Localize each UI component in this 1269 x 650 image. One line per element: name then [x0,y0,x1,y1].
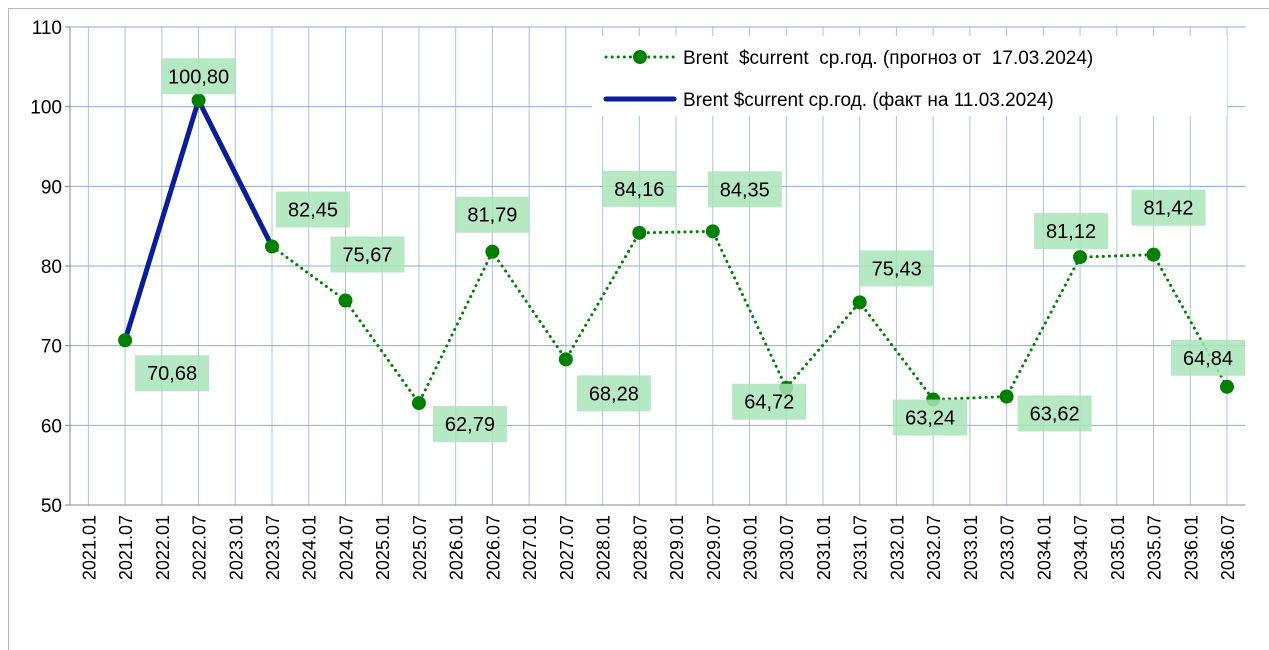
legend-marker [633,50,647,64]
marker [999,389,1014,404]
data-label-box [1017,395,1092,432]
y-tick-label: 60 [41,416,62,437]
x-tick-label: 2028.01 [594,515,614,580]
y-tick-label: 80 [41,257,62,278]
data-label-box [859,250,934,287]
data-label-box [330,236,405,273]
x-tick-label: 2028.07 [630,515,650,580]
marker [411,396,426,411]
data-label-box [1034,213,1109,250]
marker [191,93,206,108]
data-label: 84,35 [720,179,770,201]
marker [485,244,500,259]
x-tick-label: 2032.01 [887,515,907,580]
data-label-box [135,355,210,392]
data-label: 81,12 [1046,221,1096,243]
data-label-box [1131,189,1206,226]
x-tick-label: 2022.07 [190,515,210,580]
y-tick-label: 90 [41,177,62,198]
legend-label: Brent $current ср.год. (прогноз от 17.03… [683,48,1093,69]
x-tick-label: 2030.01 [741,515,761,580]
data-label-box [893,399,968,436]
x-tick-label: 2030.07 [777,515,797,580]
data-label: 64,72 [744,392,794,414]
legend-label: Brent $current ср.год. (факт на 11.03.20… [683,90,1054,111]
data-label: 81,42 [1144,198,1194,220]
marker [632,225,647,240]
data-label: 62,79 [445,414,495,436]
x-tick-label: 2021.07 [116,515,136,580]
x-tick-label: 2029.01 [667,515,687,580]
x-tick-label: 2034.01 [1034,515,1054,580]
marker [338,293,353,308]
data-label: 81,79 [467,205,517,227]
y-tick-label: 110 [32,18,62,39]
marker [1073,250,1088,265]
x-tick-label: 2036.01 [1181,515,1201,580]
x-tick-label: 2027.01 [520,515,540,580]
data-label-box [602,170,677,207]
data-label-box [276,191,351,228]
data-label-box [161,58,236,95]
data-label-box [455,196,530,233]
data-label-box [732,383,807,420]
x-tick-label: 2023.07 [263,515,283,580]
x-tick-label: 2022.01 [153,515,173,580]
x-tick-label: 2032.07 [924,515,944,580]
data-label: 63,24 [905,408,955,430]
x-tick-label: 2024.01 [300,515,320,580]
x-tick-label: 2027.07 [557,515,577,580]
data-label: 82,45 [288,199,338,221]
x-tick-label: 2031.07 [851,515,871,580]
x-tick-label: 2034.07 [1071,515,1091,580]
y-tick-label: 70 [41,337,62,358]
marker [558,352,573,367]
x-tick-label: 2021.01 [79,515,99,580]
x-tick-label: 2026.07 [483,515,503,580]
x-tick-label: 2025.07 [410,515,430,580]
x-tick-label: 2035.01 [1108,515,1128,580]
x-tick-label: 2024.07 [336,515,356,580]
x-tick-label: 2023.01 [226,515,246,580]
data-label-box [432,406,507,443]
data-label-box [576,375,651,412]
x-tick-label: 2035.07 [1145,515,1165,580]
x-tick-label: 2036.07 [1218,515,1238,580]
data-label: 100,80 [168,66,229,88]
y-tick-label: 50 [41,496,62,517]
legend-background [592,36,1227,116]
marker [705,224,720,239]
data-label: 84,16 [614,179,664,201]
data-label: 75,43 [872,258,922,280]
x-tick-label: 2026.01 [447,515,467,580]
marker [118,333,133,348]
marker [1146,247,1161,262]
data-label: 63,62 [1030,403,1080,425]
marker [1219,379,1234,394]
x-tick-label: 2029.07 [704,515,724,580]
data-label-box [1170,339,1245,376]
data-label: 68,28 [589,383,639,405]
marker [265,239,280,254]
data-label: 75,67 [342,244,392,266]
x-tick-label: 2033.07 [998,515,1018,580]
x-tick-label: 2033.01 [961,515,981,580]
x-tick-label: 2025.01 [373,515,393,580]
y-tick-label: 100 [30,98,62,119]
data-label: 70,68 [147,363,197,385]
x-tick-label: 2031.01 [814,515,834,580]
marker [852,295,867,310]
data-label-box [707,171,782,208]
data-label: 64,84 [1183,348,1233,370]
